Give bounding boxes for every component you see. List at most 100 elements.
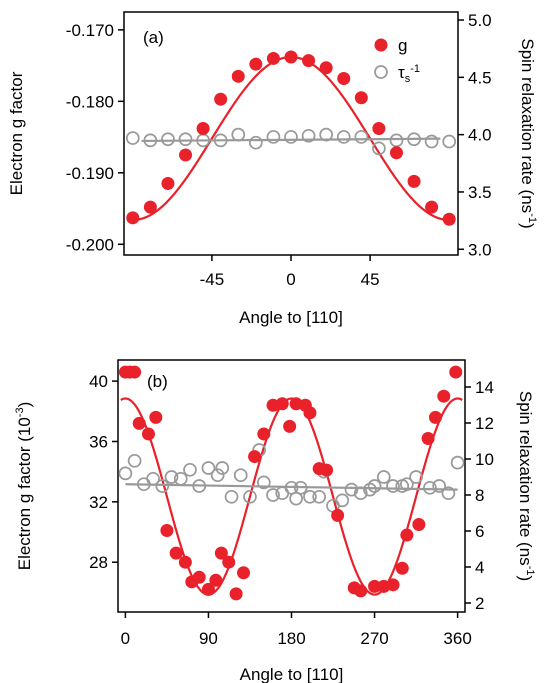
legend-marker-rate [374, 65, 388, 79]
g-point [209, 573, 223, 587]
y-right-tick-label: 3.0 [468, 240, 492, 259]
g-point [179, 148, 193, 162]
y-right-axis-title-text: Spin relaxation rate (ns [518, 38, 537, 213]
g-point [237, 566, 251, 580]
rate-point [372, 141, 386, 156]
rate-point [243, 489, 257, 504]
g-point [231, 69, 245, 83]
y-left-tick-label: 32 [89, 493, 108, 512]
rate-point [353, 486, 368, 501]
rate-point [231, 127, 246, 142]
rate-point [293, 480, 308, 495]
rate-point [303, 489, 317, 504]
rate-point [256, 475, 271, 490]
x-axis-title: Angle to [110] [240, 665, 344, 683]
rate-point [161, 132, 175, 147]
g-point [257, 427, 271, 441]
g-point [132, 416, 146, 430]
g-point [214, 546, 228, 560]
y-right-tick-label: 8 [475, 486, 484, 505]
y-right-axis-title-sup: -1 [526, 213, 538, 223]
g-point [372, 121, 386, 135]
g-point [421, 431, 435, 445]
rate-point [178, 132, 193, 147]
g-point [354, 91, 368, 105]
rate-point [248, 135, 263, 150]
y-right-tick-label: 6 [475, 522, 484, 541]
rate-point [224, 489, 239, 504]
y-right-tick-label: 3.5 [468, 183, 492, 202]
g-point [128, 365, 142, 379]
rate-point [233, 468, 248, 483]
g-point [303, 406, 317, 420]
y-right-tick-label: 5.0 [468, 11, 492, 30]
g-point [169, 546, 183, 560]
g-point [412, 517, 426, 531]
y-right-tick-label: 4.5 [468, 68, 492, 87]
rate-point [266, 130, 281, 144]
rate-point [215, 461, 230, 475]
y-right-axis-title-text: Spin relaxation rate (ns [516, 391, 535, 566]
legend-label: τs-1 [398, 63, 420, 85]
y-left-axis-title: Electron g factor (10-3) [14, 402, 34, 571]
rate-point [155, 479, 170, 493]
g-point [320, 463, 334, 477]
g-point [319, 61, 333, 75]
rate-point [450, 455, 465, 470]
y-right-tick-label: 4 [475, 558, 484, 577]
g-point [437, 389, 451, 403]
g-point [449, 365, 463, 379]
g-point [149, 410, 163, 424]
g-point [143, 200, 157, 214]
g-point [428, 410, 442, 424]
rate-point [173, 471, 188, 486]
y-left-axis-title-text: Electron g factor [7, 71, 26, 195]
y-right-axis-title-close: ) [518, 223, 537, 229]
g-point [178, 555, 192, 569]
y-left-tick-label: -0.200 [66, 235, 114, 254]
x-tick-label: 0 [121, 629, 130, 648]
y-left-axis-title-sup: -3 [14, 407, 26, 417]
y-left-axis-title-text: Electron g factor (10 [15, 417, 34, 570]
g-point [389, 146, 403, 160]
y-left-tick-label: -0.180 [66, 92, 114, 111]
rate-point [201, 461, 216, 475]
g-point [222, 555, 236, 569]
g-point [266, 51, 280, 65]
rate-point [423, 480, 437, 495]
rate-fit-line [141, 137, 441, 143]
g-point [141, 427, 155, 441]
y-right-axis-title: Spin relaxation rate (ns-1) [516, 391, 536, 581]
y-right-tick-label: 10 [475, 450, 494, 469]
g-point [160, 524, 174, 538]
rate-point [389, 133, 404, 148]
rate-point [386, 479, 400, 493]
y-right-tick-label: 12 [475, 414, 494, 433]
rate-point [127, 453, 142, 468]
chart-panel-b: 0 90 180 270 360 28 32 36 40 2 4 6 8 10 12 14 Angle to [… [14, 359, 536, 683]
rate-point [424, 134, 439, 149]
rate-point [376, 470, 391, 484]
g-point [337, 71, 351, 85]
g-point [386, 578, 400, 592]
g-point [284, 50, 298, 64]
x-tick-label: 45 [361, 270, 380, 289]
rate-point [335, 493, 350, 508]
x-tick-label: 180 [277, 629, 305, 648]
legend-label: g [398, 36, 407, 55]
y-right-tick-label: 4.0 [468, 126, 492, 145]
rate-point [143, 133, 158, 148]
x-tick-label: 0 [286, 270, 295, 289]
panel-label: (a) [143, 28, 164, 47]
legend-label-sub: s [405, 73, 411, 85]
g-point [354, 584, 368, 598]
rate-point [409, 470, 423, 484]
plot-frame [123, 11, 459, 256]
y-right-axis-title: Spin relaxation rate (ns-1) [518, 38, 538, 228]
rate-point [407, 132, 421, 147]
g-point [368, 579, 382, 593]
y-left-tick-label: 36 [89, 432, 108, 451]
g-point [331, 508, 345, 522]
rate-point [284, 130, 298, 144]
